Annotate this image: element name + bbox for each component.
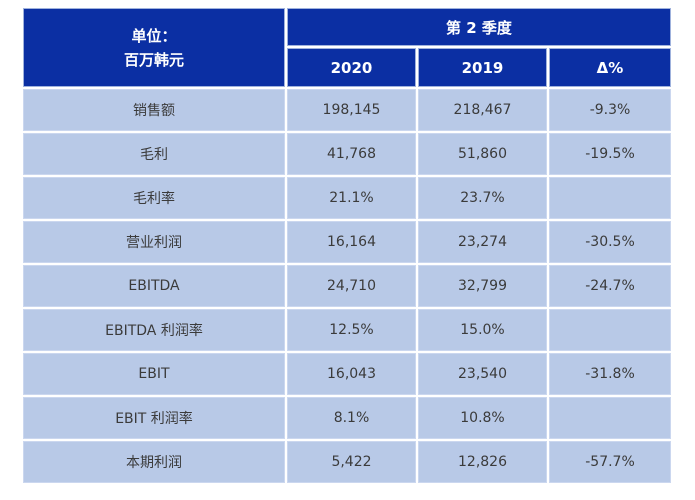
cell-2019: 218,467 [418,89,547,131]
row-label: 毛利 [23,133,285,175]
row-label: EBITDA [23,265,285,307]
row-label: EBITDA 利润率 [23,309,285,351]
row-label: EBIT [23,353,285,395]
row-label: 销售额 [23,89,285,131]
header-row-quarter: 单位： 百万韩元 第 2 季度 [23,8,671,87]
table-row: EBITDA 24,710 32,799 -24.7% [23,265,671,307]
table-row: 销售额 198,145 218,467 -9.3% [23,89,671,131]
cell-2020: 16,043 [287,353,416,395]
cell-delta [549,177,671,219]
unit-header-cell: 单位： 百万韩元 [23,8,285,87]
row-label: 本期利润 [23,441,285,483]
cell-delta: -19.5% [549,133,671,175]
cell-2020: 12.5% [287,309,416,351]
table-row: EBIT 利润率 8.1% 10.8% [23,397,671,439]
cell-2019: 51,860 [418,133,547,175]
cell-2020: 24,710 [287,265,416,307]
row-label: EBIT 利润率 [23,397,285,439]
cell-2019: 32,799 [418,265,547,307]
cell-2020: 8.1% [287,397,416,439]
column-header-delta: Δ% [549,48,671,87]
cell-2019: 10.8% [418,397,547,439]
cell-delta: -24.7% [549,265,671,307]
cell-delta [549,397,671,439]
quarter-header-cell: 第 2 季度 [287,8,671,46]
cell-2020: 41,768 [287,133,416,175]
cell-delta: -57.7% [549,441,671,483]
cell-delta [549,309,671,351]
table-row: 本期利润 5,422 12,826 -57.7% [23,441,671,483]
cell-2020: 21.1% [287,177,416,219]
cell-2020: 16,164 [287,221,416,263]
cell-2019: 12,826 [418,441,547,483]
unit-label-line1: 单位： [131,26,177,45]
unit-label-line2: 百万韩元 [123,50,184,69]
table-row: 营业利润 16,164 23,274 -30.5% [23,221,671,263]
row-label: 营业利润 [23,221,285,263]
table-row: 毛利率 21.1% 23.7% [23,177,671,219]
table-row: 毛利 41,768 51,860 -19.5% [23,133,671,175]
cell-2019: 23,540 [418,353,547,395]
cell-2019: 15.0% [418,309,547,351]
cell-delta: -31.8% [549,353,671,395]
cell-2019: 23,274 [418,221,547,263]
cell-delta: -9.3% [549,89,671,131]
cell-2020: 5,422 [287,441,416,483]
column-header-2020: 2020 [287,48,416,87]
row-label: 毛利率 [23,177,285,219]
table-row: EBIT 16,043 23,540 -31.8% [23,353,671,395]
cell-2020: 198,145 [287,89,416,131]
cell-delta: -30.5% [549,221,671,263]
column-header-2019: 2019 [418,48,547,87]
cell-2019: 23.7% [418,177,547,219]
header-row-years: 2020 2019 Δ% [23,48,671,87]
table-row: EBITDA 利润率 12.5% 15.0% [23,309,671,351]
financial-summary-table: 单位： 百万韩元 第 2 季度 2020 2019 Δ% 销售额 198,145 218… [21,6,673,485]
